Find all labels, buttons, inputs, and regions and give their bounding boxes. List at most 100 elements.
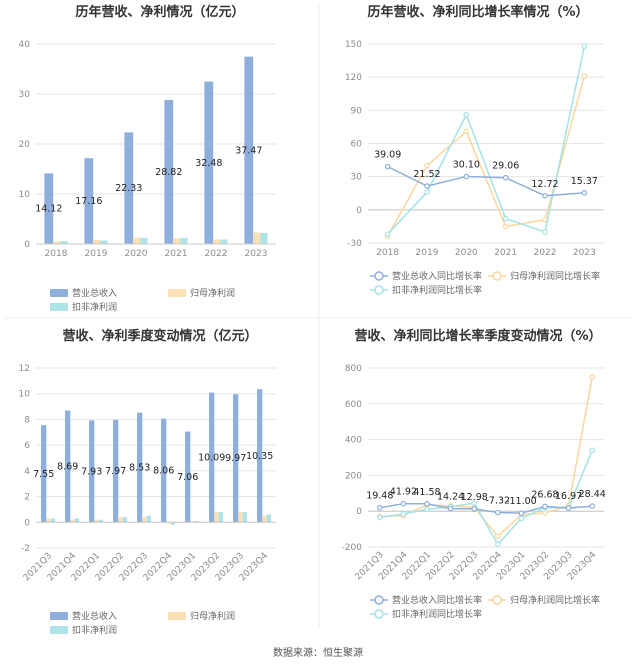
chart4-legend-label[interactable]: 归母净利润同比增长率 [510,594,600,606]
chart3-bar [137,412,143,523]
chart3-legend-label[interactable]: 归母净利润 [190,610,235,622]
chart3-bar [94,519,99,523]
chart4-point [447,505,454,512]
chart3-bar [266,514,271,523]
chart1-x-tick: 2023 [245,249,268,259]
chart1-legend-label[interactable]: 扣非净利润 [72,301,117,313]
chart1-bar [140,238,148,244]
chart4-point [471,500,478,506]
chart2-data-label: 15.37 [571,176,598,187]
chart2-point [581,73,588,79]
chart4-legend-marker [374,595,384,605]
chart3-bar [46,518,51,523]
chart1-bar [260,233,268,244]
chart3-bar [209,392,215,523]
chart4-point [494,533,501,540]
chart4-point [376,504,383,511]
chart2-series-line [387,46,586,235]
chart1-bar [220,239,228,244]
chart3-bar [242,512,247,523]
chart1-legend-swatch [50,289,68,297]
chart4-y-tick: 200 [345,471,362,481]
chart4-point [471,506,478,512]
chart3-legend-label[interactable]: 营业总收入 [72,610,117,622]
chart1-legend-swatch [168,289,186,297]
chart4-data-label: 19.48 [366,491,393,502]
chart3-legend-swatch [50,612,68,620]
chart1-bar [44,173,54,244]
chart4-data-label: 12.98 [461,492,488,503]
chart3-bar [74,518,79,523]
chart1-legend-label[interactable]: 营业总收入 [72,287,117,299]
chart4-data-label: 41.92 [390,487,417,498]
chart1-data-label: 22.33 [115,183,142,194]
chart1-y-tick: 0 [24,240,30,250]
chart4-point [494,541,501,548]
chart1-x-tick: 2020 [125,249,148,259]
chart3-data-label: 8.53 [129,462,150,473]
chart3-y-tick: -2 [21,544,30,554]
chart3-plot: -20246810127.552021Q38.692021Q47.932022Q… [19,364,276,636]
chart1-x-tick: 2021 [165,249,188,259]
chart4-legend-label[interactable]: 扣非净利润同比增长率 [392,608,482,620]
chart1-bar [60,241,68,244]
chart2-legend-label[interactable]: 扣非净利润同比增长率 [392,284,482,296]
chart2-legend-marker [374,271,384,281]
chart1-bar [100,240,108,244]
chart4-y-tick: -200 [342,543,363,553]
chart3-bar [122,517,127,523]
chart4-legend-marker [492,595,502,605]
chart2-x-tick: 2021 [494,248,517,258]
chart3-bar [118,517,123,523]
chart4-data-label: 14.24 [437,492,464,503]
chart3-bar [214,512,219,523]
chart1-title: 历年营收、净利情况（亿元） [75,4,244,20]
chart1-bar [53,241,61,244]
chart1-x-tick: 2018 [45,249,68,259]
chart2-point [542,229,548,235]
chart3-legend-label[interactable]: 扣非净利润 [72,624,117,636]
chart1-bar [204,81,214,244]
chart3-y-tick: 8 [24,415,30,425]
chart2-y-tick: 150 [345,40,362,50]
chart2-point [424,162,430,169]
chart2-x-tick: 2019 [416,248,439,258]
chart3-bar [257,389,263,523]
chart2-y-tick: 0 [356,206,362,216]
chart3-data-label: 10.35 [246,451,273,462]
chart4-point [589,447,596,454]
chart4-legend-label[interactable]: 营业总收入同比增长率 [392,594,482,606]
chart2-point [424,189,430,195]
chart1-data-label: 17.16 [75,196,102,207]
chart4-point [542,503,548,510]
chart3-bar [146,515,151,523]
chart1-legend-label[interactable]: 归母净利润 [190,287,235,299]
chart2-series-line [387,165,585,197]
chart3-data-label: 10.09 [198,452,225,463]
chart4-point [376,514,383,521]
chart2-legend-label[interactable]: 营业总收入同比增长率 [392,270,482,282]
chart2-data-label: 29.06 [492,161,519,172]
chart4-plot: -200 0 200 400 600 800 19.4841.9241.5814.2412.… [342,364,606,620]
chart1-bar [133,237,141,244]
chart1-y-tick: 20 [19,140,31,150]
chart4-y-tick: 800 [345,364,362,374]
chart3-bar [185,431,191,523]
chart1-bar [180,238,188,244]
chart2-point [542,192,548,199]
chart1-bar [93,240,101,244]
chart4-point [518,510,525,516]
chart3-bar [98,519,103,523]
chart3-y-tick: 0 [24,518,30,528]
chart3-data-label: 7.06 [177,472,198,483]
chart2-legend-label[interactable]: 归母净利润同比增长率 [510,270,600,282]
chart1-y-tick: 30 [19,90,31,100]
chart4-series-line [379,376,593,538]
chart3-legend-swatch [168,612,186,620]
chart4-y-tick: 0 [356,507,362,517]
chart1-bar [164,99,174,245]
chart2-point [502,215,509,222]
chart2-plot: -30 0 30 60 90 120 150 39.09 21.52 30.10 29.06 12.7… [345,40,604,296]
chart4-data-label: 16.97 [555,491,582,502]
